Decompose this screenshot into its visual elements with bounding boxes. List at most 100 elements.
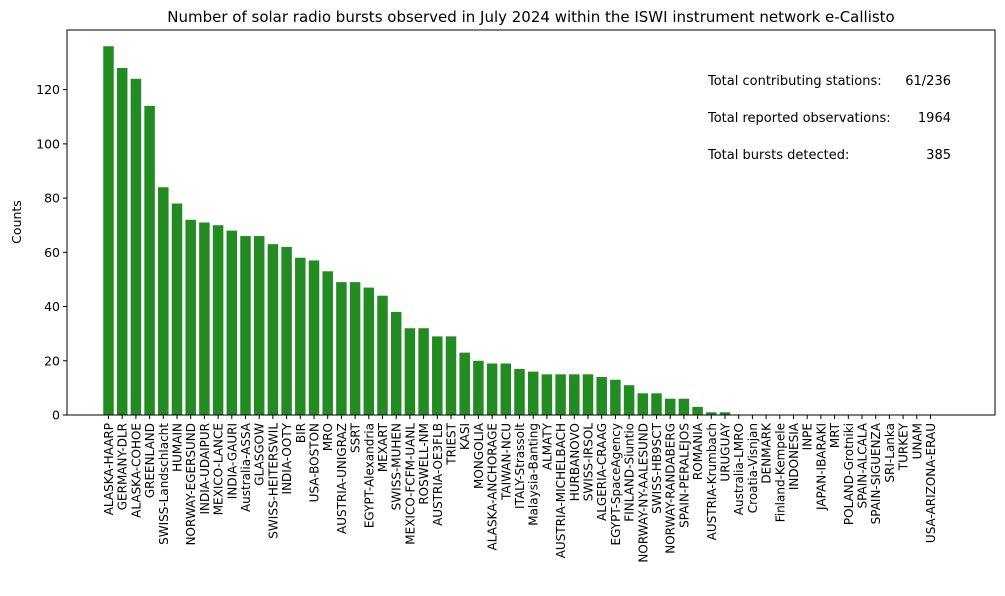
annotation-stations-label: Total contributing stations: xyxy=(707,74,882,89)
x-tick-label: KASI xyxy=(458,423,472,450)
bar xyxy=(569,374,580,415)
x-tick-label: NORWAY-RANDABERG xyxy=(664,423,678,554)
bar xyxy=(459,352,470,415)
x-tick-label: ROMANIA xyxy=(691,422,705,480)
bar xyxy=(363,287,375,415)
bar xyxy=(432,336,443,415)
x-tick-label: EGYPT-Alexandria xyxy=(362,423,376,528)
x-tick-label: UNAM xyxy=(910,423,924,459)
bar xyxy=(212,225,224,415)
x-tick-label: MEXICO-LANCE xyxy=(212,423,226,515)
x-tick-label: INDONESIA xyxy=(787,422,801,490)
bar xyxy=(185,219,196,415)
x-tick-label: INDIA-OOTY xyxy=(280,422,294,494)
y-axis: 0 20 40 60 80 100 120 xyxy=(36,82,67,423)
bar xyxy=(308,260,320,415)
bar xyxy=(500,363,512,415)
x-tick-label: MRT xyxy=(828,422,842,448)
bar xyxy=(514,368,525,415)
annotation-bursts-value: 385 xyxy=(926,148,951,163)
annotation-observations-label: Total reported observations: xyxy=(707,111,891,126)
x-tick-label: INDIA-UDAIPUR xyxy=(198,423,212,515)
x-tick-label: BIR xyxy=(294,423,308,443)
x-tick-label: GERMANY-DLR xyxy=(116,423,130,510)
x-tick-label: INDIA-GAURI xyxy=(225,423,239,499)
bar xyxy=(582,374,594,415)
bar xyxy=(527,371,539,415)
x-tick-label: ITALY-Strassolt xyxy=(513,423,527,509)
x-tick-label: AUSTRIA-OE3FLB xyxy=(431,423,445,526)
x-tick-label: USA-BOSTON xyxy=(308,423,322,502)
x-tick-label: Croatia-Visnjan xyxy=(746,423,760,513)
x-tick-label: GLASGOW xyxy=(253,423,267,486)
x-tick-label: Australia-LMRO xyxy=(732,423,746,515)
bar xyxy=(610,379,621,415)
bar xyxy=(267,244,279,415)
bar xyxy=(719,412,731,415)
bar xyxy=(692,406,703,415)
x-tick-label: SWISS-IRSOL xyxy=(582,423,596,502)
bars xyxy=(103,46,731,415)
bar xyxy=(226,230,238,415)
x-tick-label: AUSTRIA-Krumbach xyxy=(705,423,719,540)
x-tick-label: SWISS-MUHEN xyxy=(390,423,404,510)
bar xyxy=(322,271,333,415)
y-tick-label: 40 xyxy=(44,299,60,314)
x-tick-label: ALASKA-COHOE xyxy=(129,423,143,518)
bar xyxy=(664,398,676,415)
bar xyxy=(445,336,457,415)
bar xyxy=(116,67,128,415)
bar xyxy=(486,363,498,415)
bar xyxy=(199,222,210,415)
x-tick-label: ROSWELL-NM xyxy=(417,423,431,505)
bar xyxy=(473,360,484,415)
bar xyxy=(377,295,388,415)
bar xyxy=(349,282,361,415)
x-tick-label: TRIEST xyxy=(445,422,459,465)
x-tick-label: JAPAN-IBARAKI xyxy=(814,423,828,511)
x-tick-label: TURKEY xyxy=(897,422,911,471)
y-tick-label: 100 xyxy=(36,136,60,151)
bar xyxy=(596,377,607,415)
bar xyxy=(541,374,553,415)
y-tick-label: 60 xyxy=(44,245,60,260)
x-tick-label: TAIWAN-NCU xyxy=(499,423,513,501)
x-tick-label: NORWAY-NY-AALESUND xyxy=(636,423,650,563)
plot-frame xyxy=(66,29,996,416)
bar xyxy=(130,78,142,415)
y-tick-label: 0 xyxy=(52,408,60,423)
x-axis: ALASKA-HAARP GERMANY-DLR ALASKA-COHOE GREEN… xyxy=(102,415,938,563)
x-tick-label: Australia-ASSA xyxy=(239,422,253,512)
x-tick-label: SRI-Lanka xyxy=(883,423,897,483)
annotation-stations-value: 61/236 xyxy=(905,74,951,89)
bar xyxy=(253,236,265,415)
x-tick-label: ALGERIA-CRAAG xyxy=(595,423,609,521)
bar xyxy=(706,412,717,415)
x-tick-label: HURBANOVO xyxy=(568,423,582,501)
x-tick-label: GREENLAND xyxy=(143,423,157,498)
bar xyxy=(336,282,347,415)
x-tick-label: URUGUAY xyxy=(719,422,733,481)
x-tick-label: FINLAND-Siuntio xyxy=(623,423,637,522)
bar xyxy=(281,246,292,415)
bar xyxy=(678,398,690,415)
bar xyxy=(158,187,169,415)
x-tick-label: DENMARK xyxy=(760,422,774,484)
x-tick-label: EGYPT-SpaceAgency xyxy=(609,423,623,546)
x-tick-label: MRO xyxy=(321,423,335,451)
x-tick-label: SWISS-HB9SCT xyxy=(650,422,664,513)
annotation-bursts-label: Total bursts detected: xyxy=(707,148,849,163)
bar xyxy=(651,393,662,415)
bar xyxy=(240,236,251,415)
x-tick-label: ALASKA-HAARP xyxy=(102,423,116,515)
bar xyxy=(418,328,429,415)
x-tick-label: MEXART xyxy=(376,422,390,472)
x-tick-label: NORWAY-EGERSUND xyxy=(184,423,198,545)
bar xyxy=(295,257,306,415)
x-tick-label: Finland-Kempele xyxy=(773,423,787,522)
x-tick-label: AUSTRIA-MICHELBACH xyxy=(554,423,568,558)
x-tick-label: INPE xyxy=(801,423,815,450)
x-tick-label: SPAIN-ALCALA xyxy=(856,422,870,508)
x-tick-label: SWISS-Landschlacht xyxy=(157,423,171,545)
